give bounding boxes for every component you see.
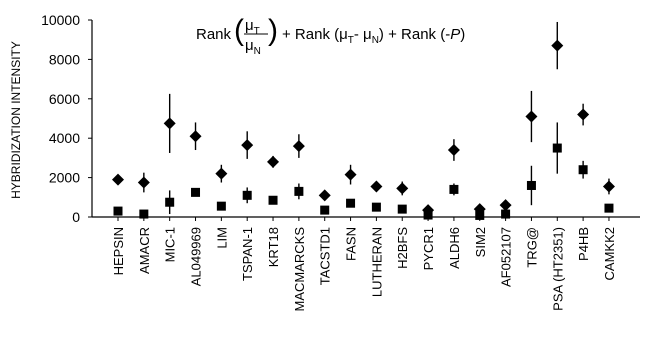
category-label: PSA (HT2351): [550, 227, 565, 311]
axes: 0 2000 4000 6000 8000 10000: [41, 12, 640, 225]
diamond-marker: [344, 168, 357, 181]
category-label: MACMARCKS: [292, 227, 307, 312]
series-diamond: [112, 21, 615, 217]
square-marker: [449, 184, 459, 194]
y-tick-label: 6000: [49, 91, 80, 107]
category-label: HEPSIN: [111, 227, 126, 275]
formula-paren-close: ): [268, 14, 278, 47]
diamond-marker: [602, 180, 615, 193]
category-label: PYCR1: [421, 227, 436, 270]
diamond-marker: [499, 199, 512, 212]
square-marker: [578, 165, 588, 175]
square-marker: [423, 210, 433, 220]
diamond-marker: [137, 176, 150, 189]
square-marker: [139, 209, 149, 219]
diamond-marker: [551, 39, 564, 52]
y-tick-label: 0: [72, 209, 80, 225]
square-marker: [604, 203, 614, 213]
category-label: AF052107: [499, 227, 514, 287]
square-marker: [501, 209, 511, 219]
diamond-marker: [267, 155, 280, 168]
diamond-marker: [525, 110, 538, 123]
category-label: LIM: [214, 227, 229, 249]
y-axis-label: HYBRIDIZATION INTENSITY: [9, 41, 23, 199]
series-square: [113, 122, 614, 220]
category-label: AL049969: [189, 227, 204, 286]
category-labels: HEPSIN AMACR MIC-1 AL049969 LIM TSPAN-1 KRT18 M…: [111, 227, 617, 312]
diamond-marker: [189, 130, 202, 143]
category-label: CAMKK2: [602, 227, 617, 280]
diamond-marker: [577, 108, 590, 121]
y-tick-label: 8000: [49, 51, 80, 67]
category-label: P4HB: [576, 227, 591, 261]
square-marker: [294, 186, 304, 196]
category-label: TRG@: [524, 227, 539, 268]
diamond-marker: [318, 189, 331, 202]
square-marker: [371, 202, 381, 212]
square-marker: [113, 206, 123, 216]
diamond-marker: [215, 167, 228, 180]
category-label: ALDH6: [447, 227, 462, 269]
formula-paren-open: (: [234, 14, 244, 47]
diamond-marker: [163, 117, 176, 130]
diamond-marker: [447, 144, 460, 157]
square-marker: [320, 205, 330, 215]
formula-rank-1: Rank: [196, 26, 232, 43]
formula-mu-t: μT: [245, 17, 260, 37]
diamond-marker: [370, 180, 383, 193]
category-label: H2BFS: [395, 227, 410, 269]
square-marker: [191, 187, 201, 197]
diamond-marker: [112, 173, 124, 186]
category-label: TSPAN-1: [240, 227, 255, 281]
square-marker: [552, 143, 562, 153]
category-label: TACSTD1: [318, 227, 333, 285]
square-marker: [475, 210, 485, 220]
diamond-marker: [396, 182, 409, 195]
y-tick-label: 2000: [49, 170, 80, 186]
square-marker: [526, 180, 536, 190]
category-label: MIC-1: [163, 227, 178, 262]
square-marker: [397, 204, 407, 214]
category-label: LUTHERAN: [369, 227, 384, 297]
category-label: AMACR: [137, 227, 152, 274]
square-marker: [242, 190, 252, 200]
formula-annotation: Rank ( μT μN ) + Rank (μT- μN) + Rank (-…: [196, 14, 465, 57]
formula-mu-n: μN: [245, 37, 261, 57]
square-marker: [346, 198, 356, 208]
diamond-marker: [241, 139, 254, 152]
category-label: FASN: [344, 227, 359, 261]
formula-term-2: + Rank (μT- μN) + Rank (-P): [282, 26, 465, 46]
category-label: KRT18: [266, 227, 281, 267]
square-marker: [165, 197, 175, 207]
diamond-marker: [292, 140, 305, 153]
y-tick-label: 10000: [41, 12, 80, 28]
category-label: SIM2: [473, 227, 488, 257]
y-tick-label: 4000: [49, 130, 80, 146]
square-marker: [216, 201, 226, 211]
square-marker: [268, 195, 278, 205]
